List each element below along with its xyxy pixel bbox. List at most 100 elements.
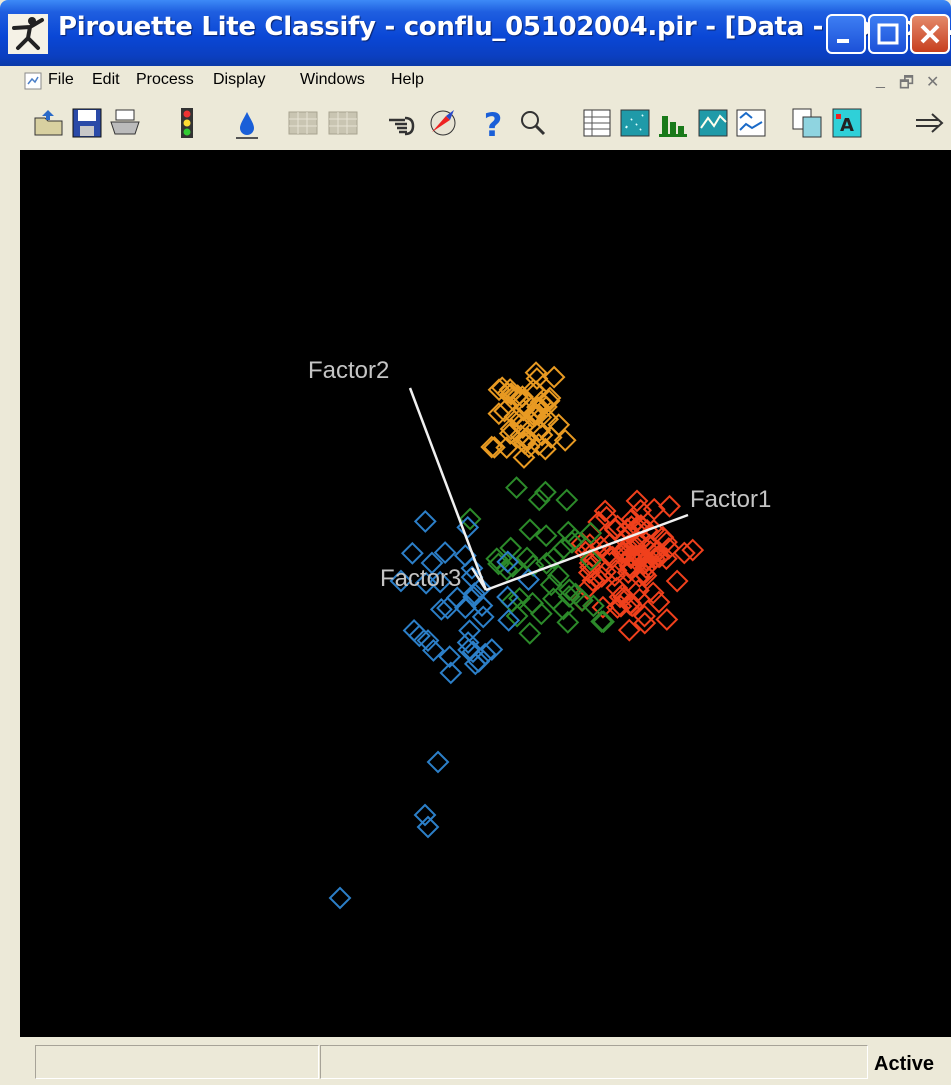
scatter-point-orange xyxy=(499,417,523,441)
scatter-point-green xyxy=(534,480,557,504)
scatter-point-red xyxy=(658,494,681,518)
scatter-point-red xyxy=(601,545,625,569)
scatter-point-green xyxy=(505,476,528,500)
rotate-icon[interactable] xyxy=(426,106,460,140)
multiplot-icon[interactable] xyxy=(734,106,768,140)
scatter-point-red xyxy=(642,497,666,521)
maximize-icon xyxy=(877,23,899,45)
menu-edit[interactable]: Edit xyxy=(92,71,120,88)
scatter-point-red xyxy=(665,569,689,593)
scatter-point-blue xyxy=(420,551,444,575)
scatter-point-green xyxy=(564,582,587,606)
scatter-point-red xyxy=(654,547,678,571)
menu-process[interactable]: Process xyxy=(136,71,194,88)
grid-copy-icon[interactable] xyxy=(286,106,320,140)
scatter-canvas[interactable]: Factor1 Factor2 Factor3 xyxy=(20,150,951,1037)
mdi-close-button[interactable]: ✕ xyxy=(926,74,940,91)
scatter-point-blue xyxy=(429,597,453,621)
scatter-point-blue xyxy=(458,619,482,643)
scatter-point-green xyxy=(555,488,579,512)
scatter-point-blue xyxy=(328,886,352,910)
scatter-point-green xyxy=(521,591,545,615)
scatter-point-red xyxy=(647,590,671,614)
pointer-hand-icon[interactable] xyxy=(385,106,419,140)
grid-paste-icon[interactable] xyxy=(326,106,360,140)
scatter-point-green xyxy=(557,585,581,608)
scatter-point-red xyxy=(620,507,644,531)
close-button[interactable] xyxy=(910,14,950,54)
scatter-point-blue xyxy=(453,596,477,620)
scatter-point-orange xyxy=(508,408,532,432)
scatter-point-green xyxy=(500,590,524,614)
scatter-point-blue xyxy=(407,624,431,648)
scatter-point-orange xyxy=(487,402,511,426)
factor3-axis-label: Factor3 xyxy=(380,565,461,592)
rotated-3d-scatter-plot[interactable]: Factor1 Factor2 Factor3 xyxy=(20,150,951,1037)
magnifier-icon[interactable] xyxy=(516,106,550,140)
scatter-point-red xyxy=(626,579,650,602)
traffic-light-icon[interactable] xyxy=(170,106,204,140)
print-icon[interactable] xyxy=(108,106,142,140)
scatter-point-green xyxy=(556,520,580,544)
scatter-point-blue xyxy=(389,569,413,593)
scatter-point-red xyxy=(672,541,696,565)
window-title: Pirouette Lite Classify - conflu_0510200… xyxy=(58,12,951,42)
menu-windows[interactable]: Windows xyxy=(300,71,365,88)
document-icon[interactable] xyxy=(24,72,42,90)
label-icon[interactable]: A xyxy=(830,106,864,140)
open-icon[interactable] xyxy=(32,106,66,140)
line-plot-icon[interactable] xyxy=(696,106,730,140)
scatter-point-blue xyxy=(439,661,463,685)
scatter-point-red xyxy=(616,561,640,584)
factor3-axis-line xyxy=(470,567,488,591)
scatter-point-red xyxy=(628,531,652,555)
scatter-point-blue xyxy=(413,509,437,533)
scatter-point-orange xyxy=(526,395,549,419)
scatter-point-red xyxy=(655,608,679,631)
scatter-point-red xyxy=(609,594,633,618)
factor2-axis-line xyxy=(408,387,488,591)
scatter-point-green xyxy=(539,573,563,597)
menu-file[interactable]: File xyxy=(48,71,74,88)
copy-icon[interactable] xyxy=(790,106,824,140)
title-bar[interactable]: Pirouette Lite Classify - conflu_0510200… xyxy=(0,0,951,66)
table-view-icon[interactable] xyxy=(580,106,614,140)
scatter-point-green xyxy=(527,488,551,512)
scatter-point-green xyxy=(518,518,542,542)
scatter-point-green xyxy=(535,551,558,575)
bar-chart-icon[interactable] xyxy=(656,106,690,140)
scatter-point-orange xyxy=(524,361,548,385)
scatter-view-icon[interactable] xyxy=(618,106,652,140)
scatter-point-red xyxy=(633,604,656,628)
minimize-button[interactable] xyxy=(826,14,866,54)
scatter-point-red xyxy=(628,565,651,588)
menu-help[interactable]: Help xyxy=(391,71,424,88)
scatter-point-red xyxy=(593,499,617,523)
scatter-point-blue xyxy=(480,638,504,661)
svg-text:A: A xyxy=(840,115,854,136)
save-icon[interactable] xyxy=(70,106,104,140)
help-icon[interactable]: ? xyxy=(476,106,510,140)
close-icon xyxy=(920,24,940,44)
scatter-point-green xyxy=(592,610,615,634)
scatter-point-blue xyxy=(496,550,520,574)
scatter-point-orange xyxy=(539,426,563,449)
scatter-point-green xyxy=(534,524,558,548)
scatter-point-red xyxy=(623,534,647,558)
scatter-point-orange xyxy=(493,399,516,423)
drop-icon[interactable] xyxy=(230,106,264,140)
toolbar: ? A xyxy=(0,96,951,150)
scatter-point-red xyxy=(625,489,649,513)
scatter-point-blue xyxy=(469,576,493,600)
scatter-point-blue xyxy=(422,639,445,662)
scatter-point-red xyxy=(642,518,666,542)
maximize-button[interactable] xyxy=(868,14,908,54)
scatter-point-green xyxy=(529,602,553,626)
scatter-point-red xyxy=(645,540,668,564)
factor1-axis-line xyxy=(485,513,689,592)
mdi-restore-button[interactable]: 🗗 xyxy=(899,75,915,92)
mdi-minimize-button[interactable]: _ xyxy=(876,72,885,89)
menu-display[interactable]: Display xyxy=(213,71,266,88)
arrow-icon[interactable] xyxy=(912,106,946,140)
scatter-point-blue xyxy=(428,570,452,594)
